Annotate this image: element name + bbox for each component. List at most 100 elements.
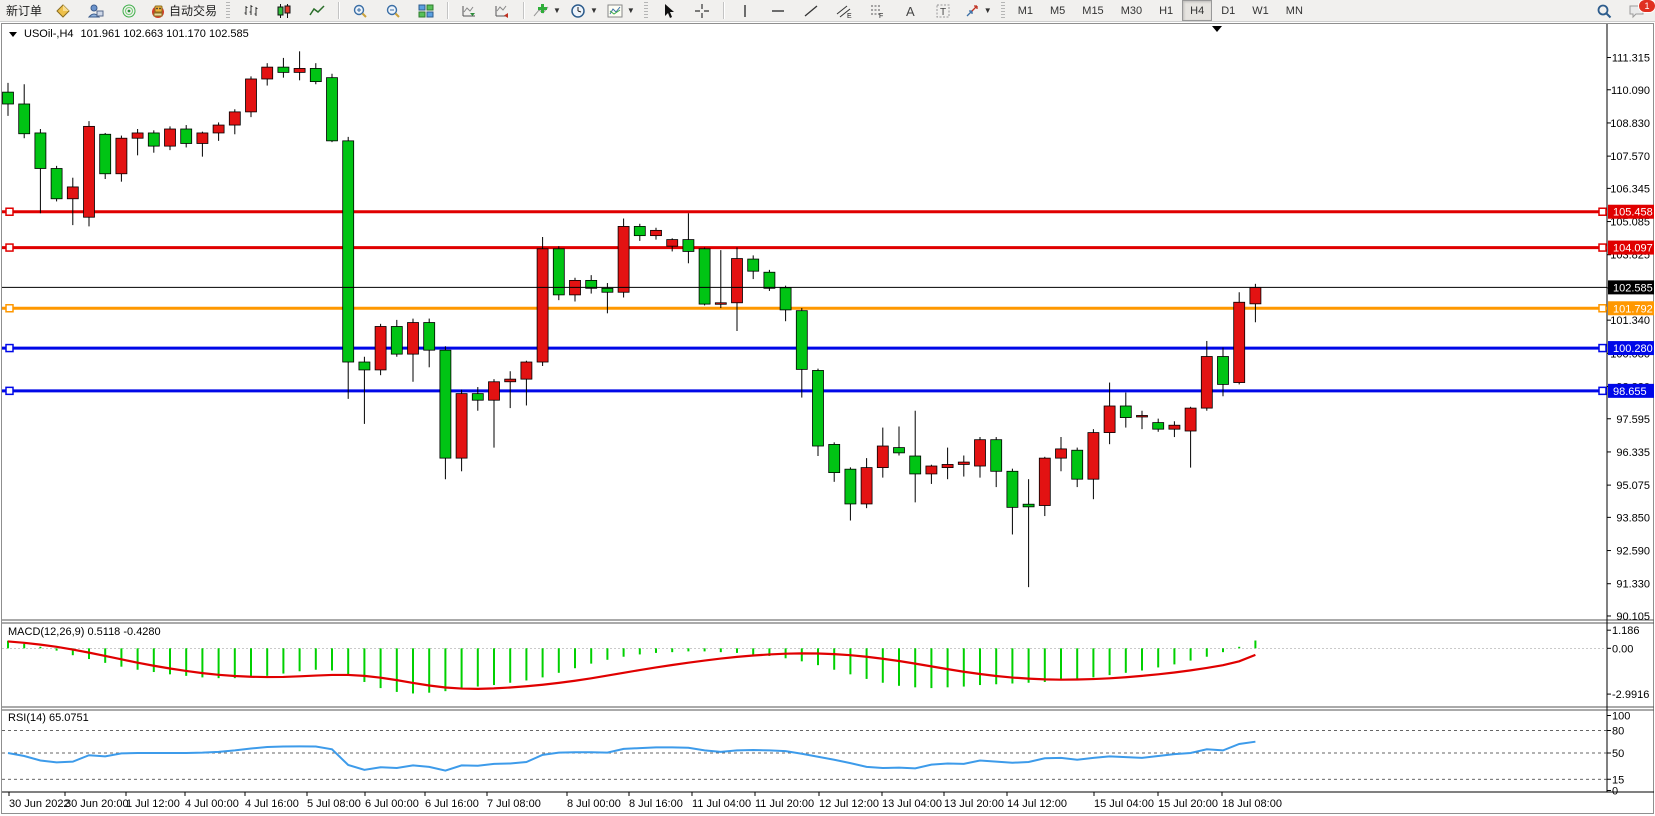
hline-handle[interactable]: [5, 304, 14, 313]
indicators-button[interactable]: ▼: [529, 0, 565, 22]
radar-icon: [121, 3, 137, 19]
search-button[interactable]: [1588, 0, 1620, 22]
timeframe-d1-button[interactable]: D1: [1221, 4, 1236, 17]
candle: [650, 229, 662, 237]
toolbar-grip[interactable]: [226, 2, 231, 19]
zoom-in-icon: [352, 3, 368, 19]
candle: [1152, 422, 1165, 430]
rsi-tick-label: 100: [1612, 711, 1630, 723]
chevron-down-icon[interactable]: ▼: [553, 6, 561, 15]
candle: [1249, 286, 1262, 305]
hline-price-badge-label: 98.655: [1613, 386, 1647, 398]
price-tick-label: 93.850: [1616, 512, 1650, 524]
candle: [164, 128, 176, 147]
hline-handle[interactable]: [1598, 304, 1607, 313]
time-tick-label: 1 Jul 12:00: [126, 798, 180, 810]
timeframe-mn-button[interactable]: MN: [1285, 4, 1303, 17]
equidistant-channel-button[interactable]: E: [828, 0, 860, 22]
time-tick-label: 13 Jul 20:00: [944, 798, 1004, 810]
hline-handle[interactable]: [5, 343, 14, 353]
time-tick-label: 12 Jul 12:00: [819, 798, 879, 810]
hline-handle[interactable]: [5, 243, 14, 252]
hline-handle[interactable]: [1598, 243, 1607, 252]
arrows-button[interactable]: ▼: [960, 0, 996, 22]
text-label-button[interactable]: T: [927, 0, 959, 22]
autotrading-button[interactable]: 自动交易: [146, 0, 221, 22]
bar-chart-button[interactable]: [235, 0, 267, 22]
candle: [261, 66, 274, 80]
hline-handle[interactable]: [5, 207, 14, 216]
timeframe-m5-button[interactable]: M5: [1050, 4, 1066, 17]
chevron-down-icon[interactable]: ▼: [626, 6, 635, 15]
candle: [326, 77, 338, 142]
signals-button[interactable]: [113, 0, 145, 22]
accounts-button[interactable]: [80, 0, 112, 22]
candle: [180, 128, 193, 144]
chevron-down-icon[interactable]: ▼: [589, 6, 598, 15]
auto-scroll-button[interactable]: [453, 0, 485, 22]
vertical-line-button[interactable]: [729, 0, 761, 22]
price-tick-label: 110.090: [1611, 85, 1650, 97]
fibonacci-button[interactable]: F: [861, 0, 893, 22]
chevron-down-icon[interactable]: ▼: [983, 6, 992, 15]
hline-handle[interactable]: [1598, 207, 1607, 216]
horizontal-line-button[interactable]: [762, 0, 794, 22]
time-tick-label: 15 Jul 20:00: [1158, 798, 1218, 810]
price-tick-label: 106.345: [1610, 183, 1650, 195]
hline-handle[interactable]: [1598, 343, 1607, 353]
line-chart-icon: [309, 3, 325, 19]
candle: [342, 140, 355, 363]
line-chart-button[interactable]: [301, 0, 333, 22]
candle: [731, 258, 743, 304]
tile-windows-icon: [418, 3, 434, 19]
svg-text:T: T: [940, 7, 946, 18]
time-tick-label: 18 Jul 08:00: [1222, 798, 1282, 810]
new-order-button[interactable]: 新订单: [2, 0, 46, 22]
candle: [844, 468, 857, 505]
cursor-button[interactable]: [653, 0, 685, 22]
hline-handle[interactable]: [5, 386, 14, 396]
timeframe-h4-button[interactable]: H4: [1182, 0, 1213, 21]
chart-shift-marker[interactable]: [1212, 26, 1222, 32]
hline-handle[interactable]: [1598, 386, 1607, 396]
candle: [909, 455, 922, 475]
templates-button[interactable]: ▼: [603, 0, 639, 22]
candle: [1233, 301, 1246, 383]
template-icon: [607, 3, 623, 19]
macd-label: MACD(12,26,9) 0.5118 -0.4280: [8, 626, 161, 638]
chart-shift-button[interactable]: [486, 0, 518, 22]
periods-button[interactable]: ▼: [566, 0, 602, 22]
new-order-button-label: 新订单: [6, 4, 43, 18]
candle: [1136, 415, 1148, 418]
candle: [99, 133, 112, 175]
zoom-out-button[interactable]: [377, 0, 409, 22]
toolbar-grip[interactable]: [1000, 2, 1005, 19]
macd-tick-label: -2.9916: [1612, 689, 1649, 701]
candle: [601, 287, 614, 293]
timeframe-h1-button[interactable]: H1: [1159, 4, 1174, 17]
candle: [714, 302, 727, 305]
text-button[interactable]: A: [894, 0, 926, 22]
rsi-line: [7, 740, 1256, 772]
timeframe-m30-button[interactable]: M30: [1120, 4, 1143, 17]
deposit-button[interactable]: [47, 0, 79, 22]
timeframe-m15-button[interactable]: M15: [1082, 4, 1104, 17]
candle: [131, 132, 144, 139]
chart-shift-icon: [494, 3, 510, 19]
time-tick-label: 13 Jul 04:00: [882, 798, 942, 810]
timeframe-w1-button[interactable]: W1: [1252, 4, 1269, 17]
candle: [520, 361, 533, 380]
notifications-button[interactable]: 1: [1621, 0, 1655, 22]
toolbar-grip[interactable]: [643, 2, 648, 19]
chart-canvas[interactable]: 111.315 110.090 108.830 107.570 106.345 105.0…: [2, 24, 1655, 815]
crosshair-button[interactable]: [686, 0, 718, 22]
chevron-down-icon[interactable]: [9, 31, 17, 37]
timeframe-m1-button[interactable]: M1: [1017, 4, 1033, 17]
candle: [779, 287, 792, 311]
trendline-button[interactable]: [795, 0, 827, 22]
time-tick-label: 14 Jul 12:00: [1007, 798, 1067, 810]
candlestick-chart-button[interactable]: [268, 0, 300, 22]
zoom-in-button[interactable]: [344, 0, 376, 22]
tile-windows-button[interactable]: [410, 0, 442, 22]
candle: [50, 168, 63, 200]
